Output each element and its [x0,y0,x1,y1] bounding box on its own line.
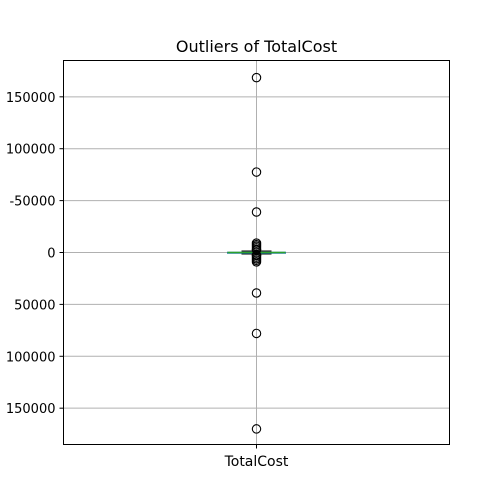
outlier-point [251,167,262,177]
outlier-point [251,72,262,83]
plot-frame [63,60,450,445]
y-tick-label: 150000 [6,91,56,106]
axis-layer: 150000 100000 50000 0 -50000 100000 150000 [6,91,257,449]
y-tick-label: 150000 [6,402,56,417]
x-tick-label: TotalCost [224,454,289,470]
outlier-point [251,424,262,434]
y-tick-label: -50000 [9,195,55,210]
outlier-point [251,328,262,339]
outlier-point [251,207,262,217]
y-tick-label: 100000 [6,350,56,365]
outlier-layer [251,72,262,434]
chart-title: Outliers of TotalCost [176,37,337,56]
y-tick-label: 50000 [14,298,55,313]
grid-layer [63,60,450,445]
y-tick-label: 0 [47,247,55,262]
y-tick-label: 100000 [6,143,56,158]
outlier-point [251,288,262,298]
outlier-point [251,257,262,267]
